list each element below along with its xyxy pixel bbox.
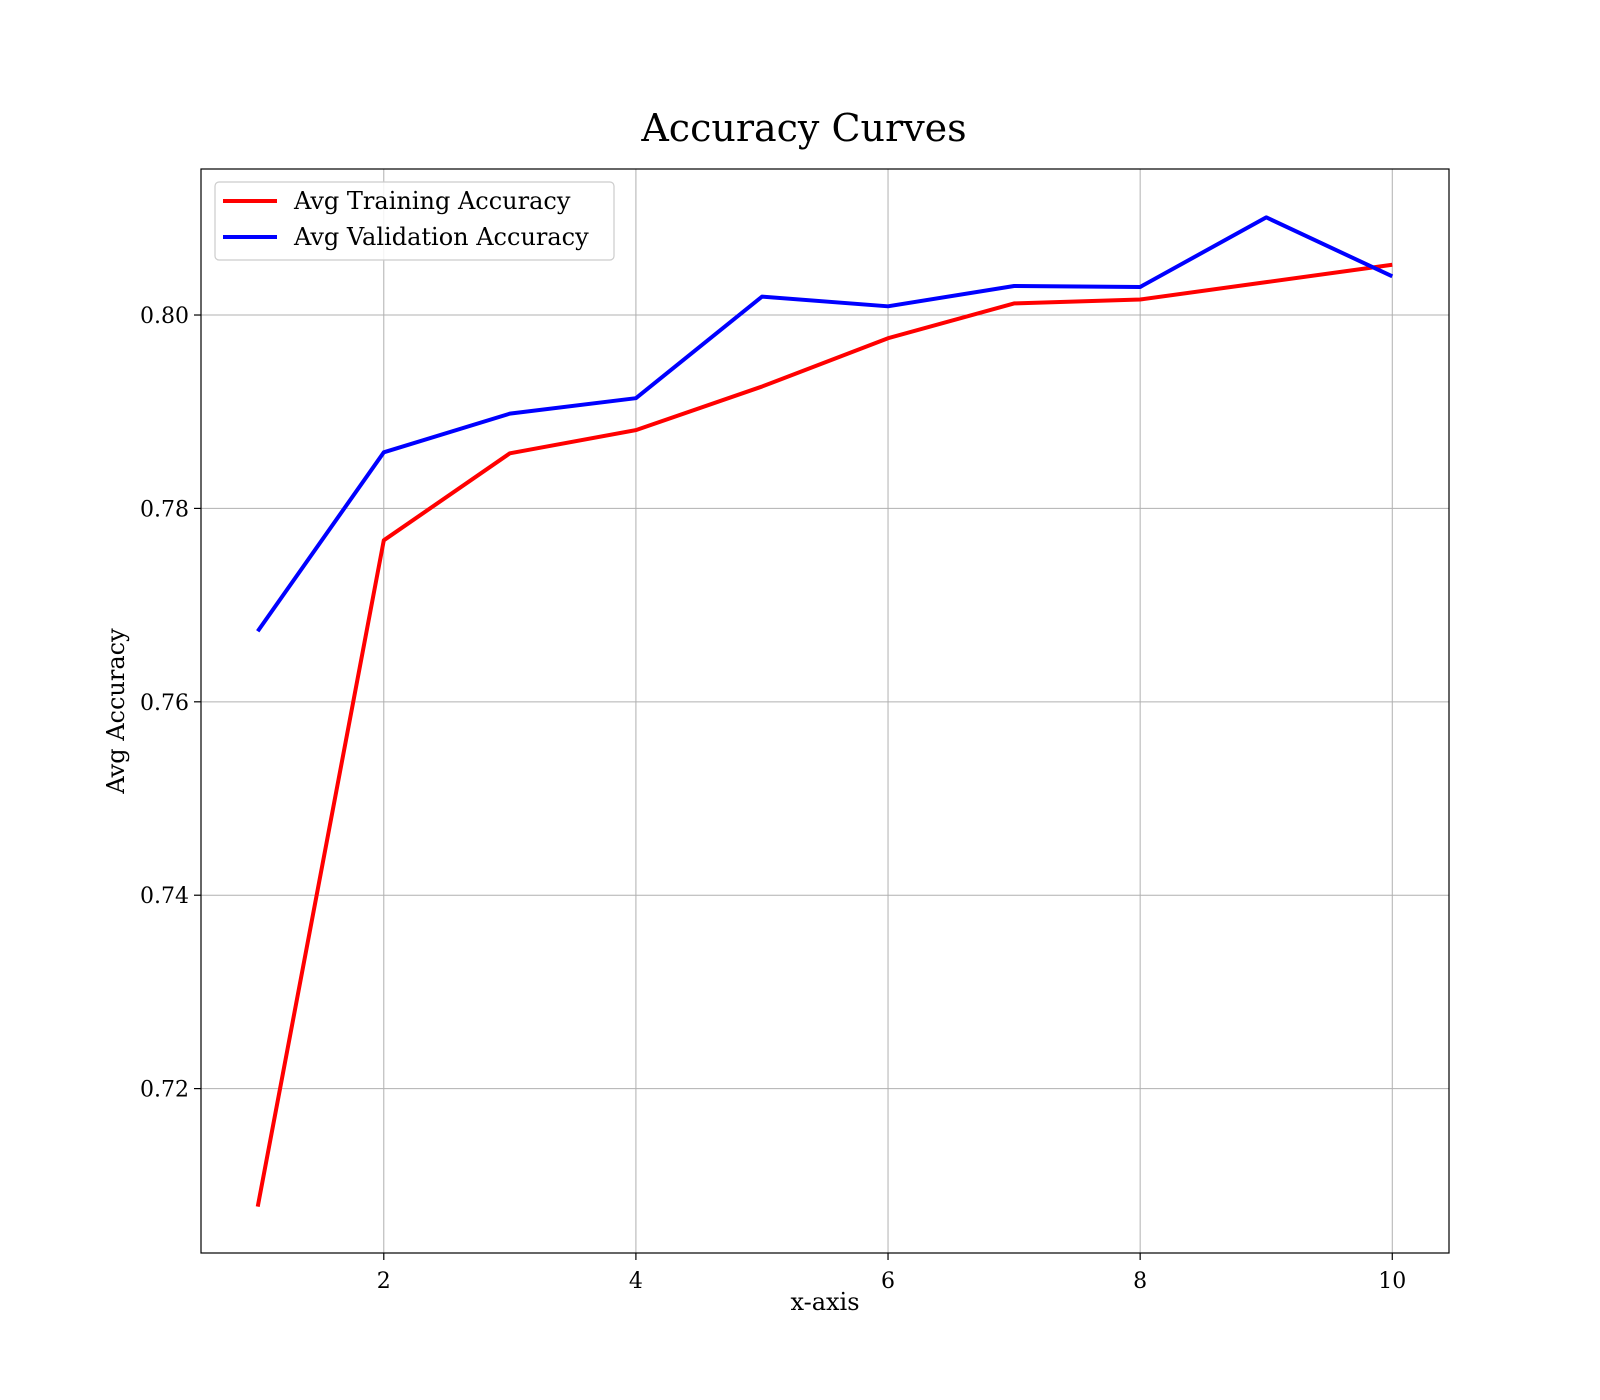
- y-axis-label: Avg Accuracy: [102, 628, 130, 795]
- chart-title: Accuracy Curves: [640, 106, 966, 150]
- data-point: [1014, 303, 1015, 304]
- plot-frame: [200, 168, 1450, 1254]
- data-point: [888, 338, 889, 339]
- data-point: [1014, 286, 1015, 287]
- y-tick-label: 0.72: [140, 1078, 189, 1103]
- x-tick-label: 4: [629, 1269, 643, 1294]
- y-tick-label: 0.80: [140, 304, 189, 329]
- legend-label-training: Avg Training Accuracy: [293, 187, 571, 215]
- data-point: [257, 631, 258, 632]
- data-point: [1266, 217, 1267, 218]
- data-point: [1266, 282, 1267, 283]
- data-point: [1392, 276, 1393, 277]
- data-point: [761, 386, 762, 387]
- data-point: [383, 452, 384, 453]
- legend-box: [214, 181, 615, 261]
- axis-ticks: 2 4 6 8 10 0.72 0.74 0.76 0.78 0.80: [140, 304, 1406, 1294]
- grid-lines: [201, 169, 1449, 1253]
- y-tick-label: 0.74: [140, 884, 189, 909]
- data-point: [509, 453, 510, 454]
- data-point: [1392, 264, 1393, 265]
- y-tick-label: 0.76: [140, 691, 189, 716]
- data-point: [761, 296, 762, 297]
- y-tick-label: 0.78: [140, 497, 189, 522]
- legend: Avg Training Accuracy Avg Validation Acc…: [214, 181, 615, 261]
- validation-accuracy-line: [256, 215, 1394, 633]
- data-point: [888, 306, 889, 307]
- x-tick-label: 2: [377, 1269, 391, 1294]
- data-point: [1140, 286, 1141, 287]
- legend-label-validation: Avg Validation Accuracy: [293, 223, 589, 251]
- training-accuracy-line: [255, 262, 1393, 1207]
- data-point: [635, 398, 636, 399]
- x-axis-label: x-axis: [790, 1288, 859, 1316]
- data-point: [257, 1206, 258, 1207]
- data-point: [383, 540, 384, 541]
- x-tick-label: 10: [1378, 1269, 1406, 1294]
- x-tick-label: 8: [1133, 1269, 1147, 1294]
- series-lines: [255, 215, 1394, 1207]
- data-point: [635, 430, 636, 431]
- data-point: [509, 413, 510, 414]
- data-point: [1140, 299, 1141, 300]
- x-tick-label: 6: [881, 1269, 895, 1294]
